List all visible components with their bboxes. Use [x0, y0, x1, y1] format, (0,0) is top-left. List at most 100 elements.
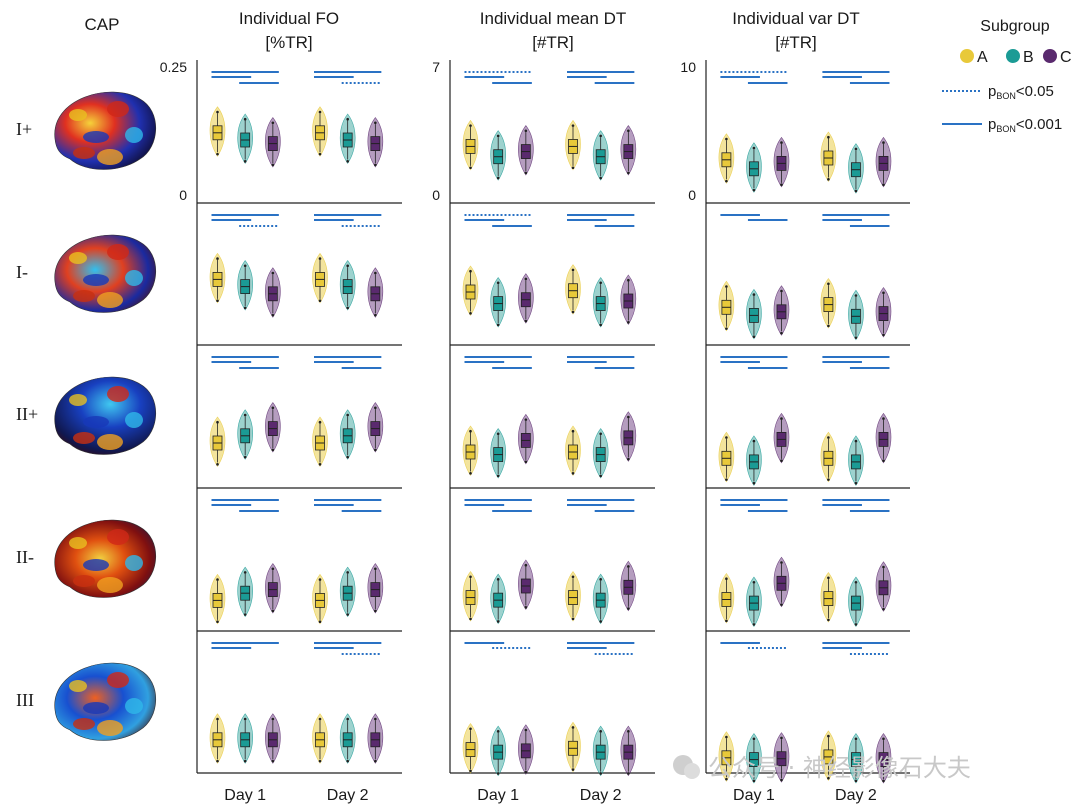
violin-A	[565, 721, 581, 773]
brain-image	[54, 234, 157, 313]
outlier	[725, 179, 728, 183]
panel: 10 0	[680, 59, 910, 784]
violin-C	[773, 285, 790, 336]
outlier	[318, 759, 322, 763]
outlier	[752, 581, 756, 584]
violin-A	[565, 264, 581, 315]
outlier	[752, 481, 756, 485]
violin-A	[565, 119, 581, 171]
violin-C	[773, 556, 790, 608]
violin-B	[848, 576, 864, 628]
outlier	[469, 727, 472, 731]
violin-C	[518, 125, 534, 176]
panel-unit: [%TR]	[265, 33, 312, 52]
outlier	[374, 406, 377, 410]
violin-C	[265, 713, 281, 764]
violin-C	[367, 713, 384, 764]
y-tick-label: 7	[432, 59, 440, 75]
outlier	[627, 730, 630, 733]
violin-B	[746, 733, 762, 784]
outlier	[780, 561, 783, 564]
outlier	[346, 571, 349, 574]
outlier	[854, 581, 858, 584]
outlier	[599, 474, 602, 478]
outlier	[725, 436, 728, 439]
violin-C	[518, 724, 534, 775]
violin-A	[718, 731, 735, 782]
outlier	[854, 147, 858, 151]
outlier	[599, 730, 602, 733]
outlier	[496, 772, 500, 775]
outlier	[827, 776, 830, 780]
outlier	[374, 717, 377, 721]
outlier	[524, 728, 528, 732]
violin-C	[367, 563, 384, 614]
outlier	[346, 759, 349, 763]
outlier	[318, 110, 322, 114]
violin-A	[462, 119, 479, 171]
violin-C	[773, 412, 790, 464]
outlier	[571, 575, 575, 579]
outlier	[216, 152, 219, 156]
violin-B	[746, 435, 762, 486]
y-tick-label: 0	[688, 187, 696, 203]
violin-C	[620, 725, 637, 777]
violin-A	[820, 131, 837, 182]
outlier	[882, 565, 885, 569]
outlier	[271, 759, 275, 763]
outlier	[827, 135, 830, 139]
outlier	[346, 264, 349, 268]
violin-A	[312, 416, 328, 467]
outlier	[752, 623, 756, 626]
violin-B	[746, 576, 762, 628]
outlier	[854, 737, 858, 741]
violin-A	[462, 571, 479, 622]
legend-title: Subgroup	[980, 18, 1049, 35]
outlier	[827, 734, 830, 738]
outlier	[725, 478, 728, 481]
outlier	[752, 146, 756, 150]
panel-unit: [#TR]	[532, 33, 574, 52]
outlier	[243, 117, 247, 121]
legend-label-A: A	[977, 49, 988, 66]
outlier	[725, 137, 728, 141]
cap-label: I-	[16, 262, 28, 282]
violin-B	[848, 435, 864, 486]
violin-C	[518, 273, 534, 324]
outlier	[882, 459, 885, 463]
violin-B	[339, 566, 356, 618]
outlier	[752, 439, 756, 443]
outlier	[469, 312, 472, 315]
violin-B	[237, 113, 253, 164]
outlier	[599, 281, 602, 285]
outlier	[882, 333, 885, 337]
violin-B	[848, 143, 864, 194]
violin-B	[592, 130, 609, 181]
outlier	[346, 613, 349, 616]
outlier	[571, 617, 575, 621]
outlier	[243, 455, 247, 459]
outlier	[271, 406, 275, 410]
brain-image	[54, 662, 157, 741]
outlier	[882, 291, 885, 295]
outlier	[469, 166, 472, 170]
outlier	[854, 481, 858, 485]
violin-C	[518, 413, 534, 465]
outlier	[752, 293, 756, 296]
outlier	[524, 129, 528, 133]
outlier	[571, 166, 575, 170]
outlier	[780, 459, 783, 463]
legend-swatch-A	[960, 49, 974, 63]
panel: 70	[432, 59, 655, 777]
violin-A	[462, 723, 479, 774]
outlier	[599, 578, 602, 581]
brain-image	[54, 376, 157, 455]
outlier	[374, 567, 377, 571]
panel-title: Individual mean DT	[480, 9, 626, 28]
outlier	[854, 779, 858, 783]
legend-swatch-B	[1006, 49, 1020, 63]
outlier	[725, 735, 728, 739]
violin-A	[718, 573, 735, 624]
cap-column-header: CAP	[85, 15, 120, 34]
outlier	[725, 285, 728, 288]
